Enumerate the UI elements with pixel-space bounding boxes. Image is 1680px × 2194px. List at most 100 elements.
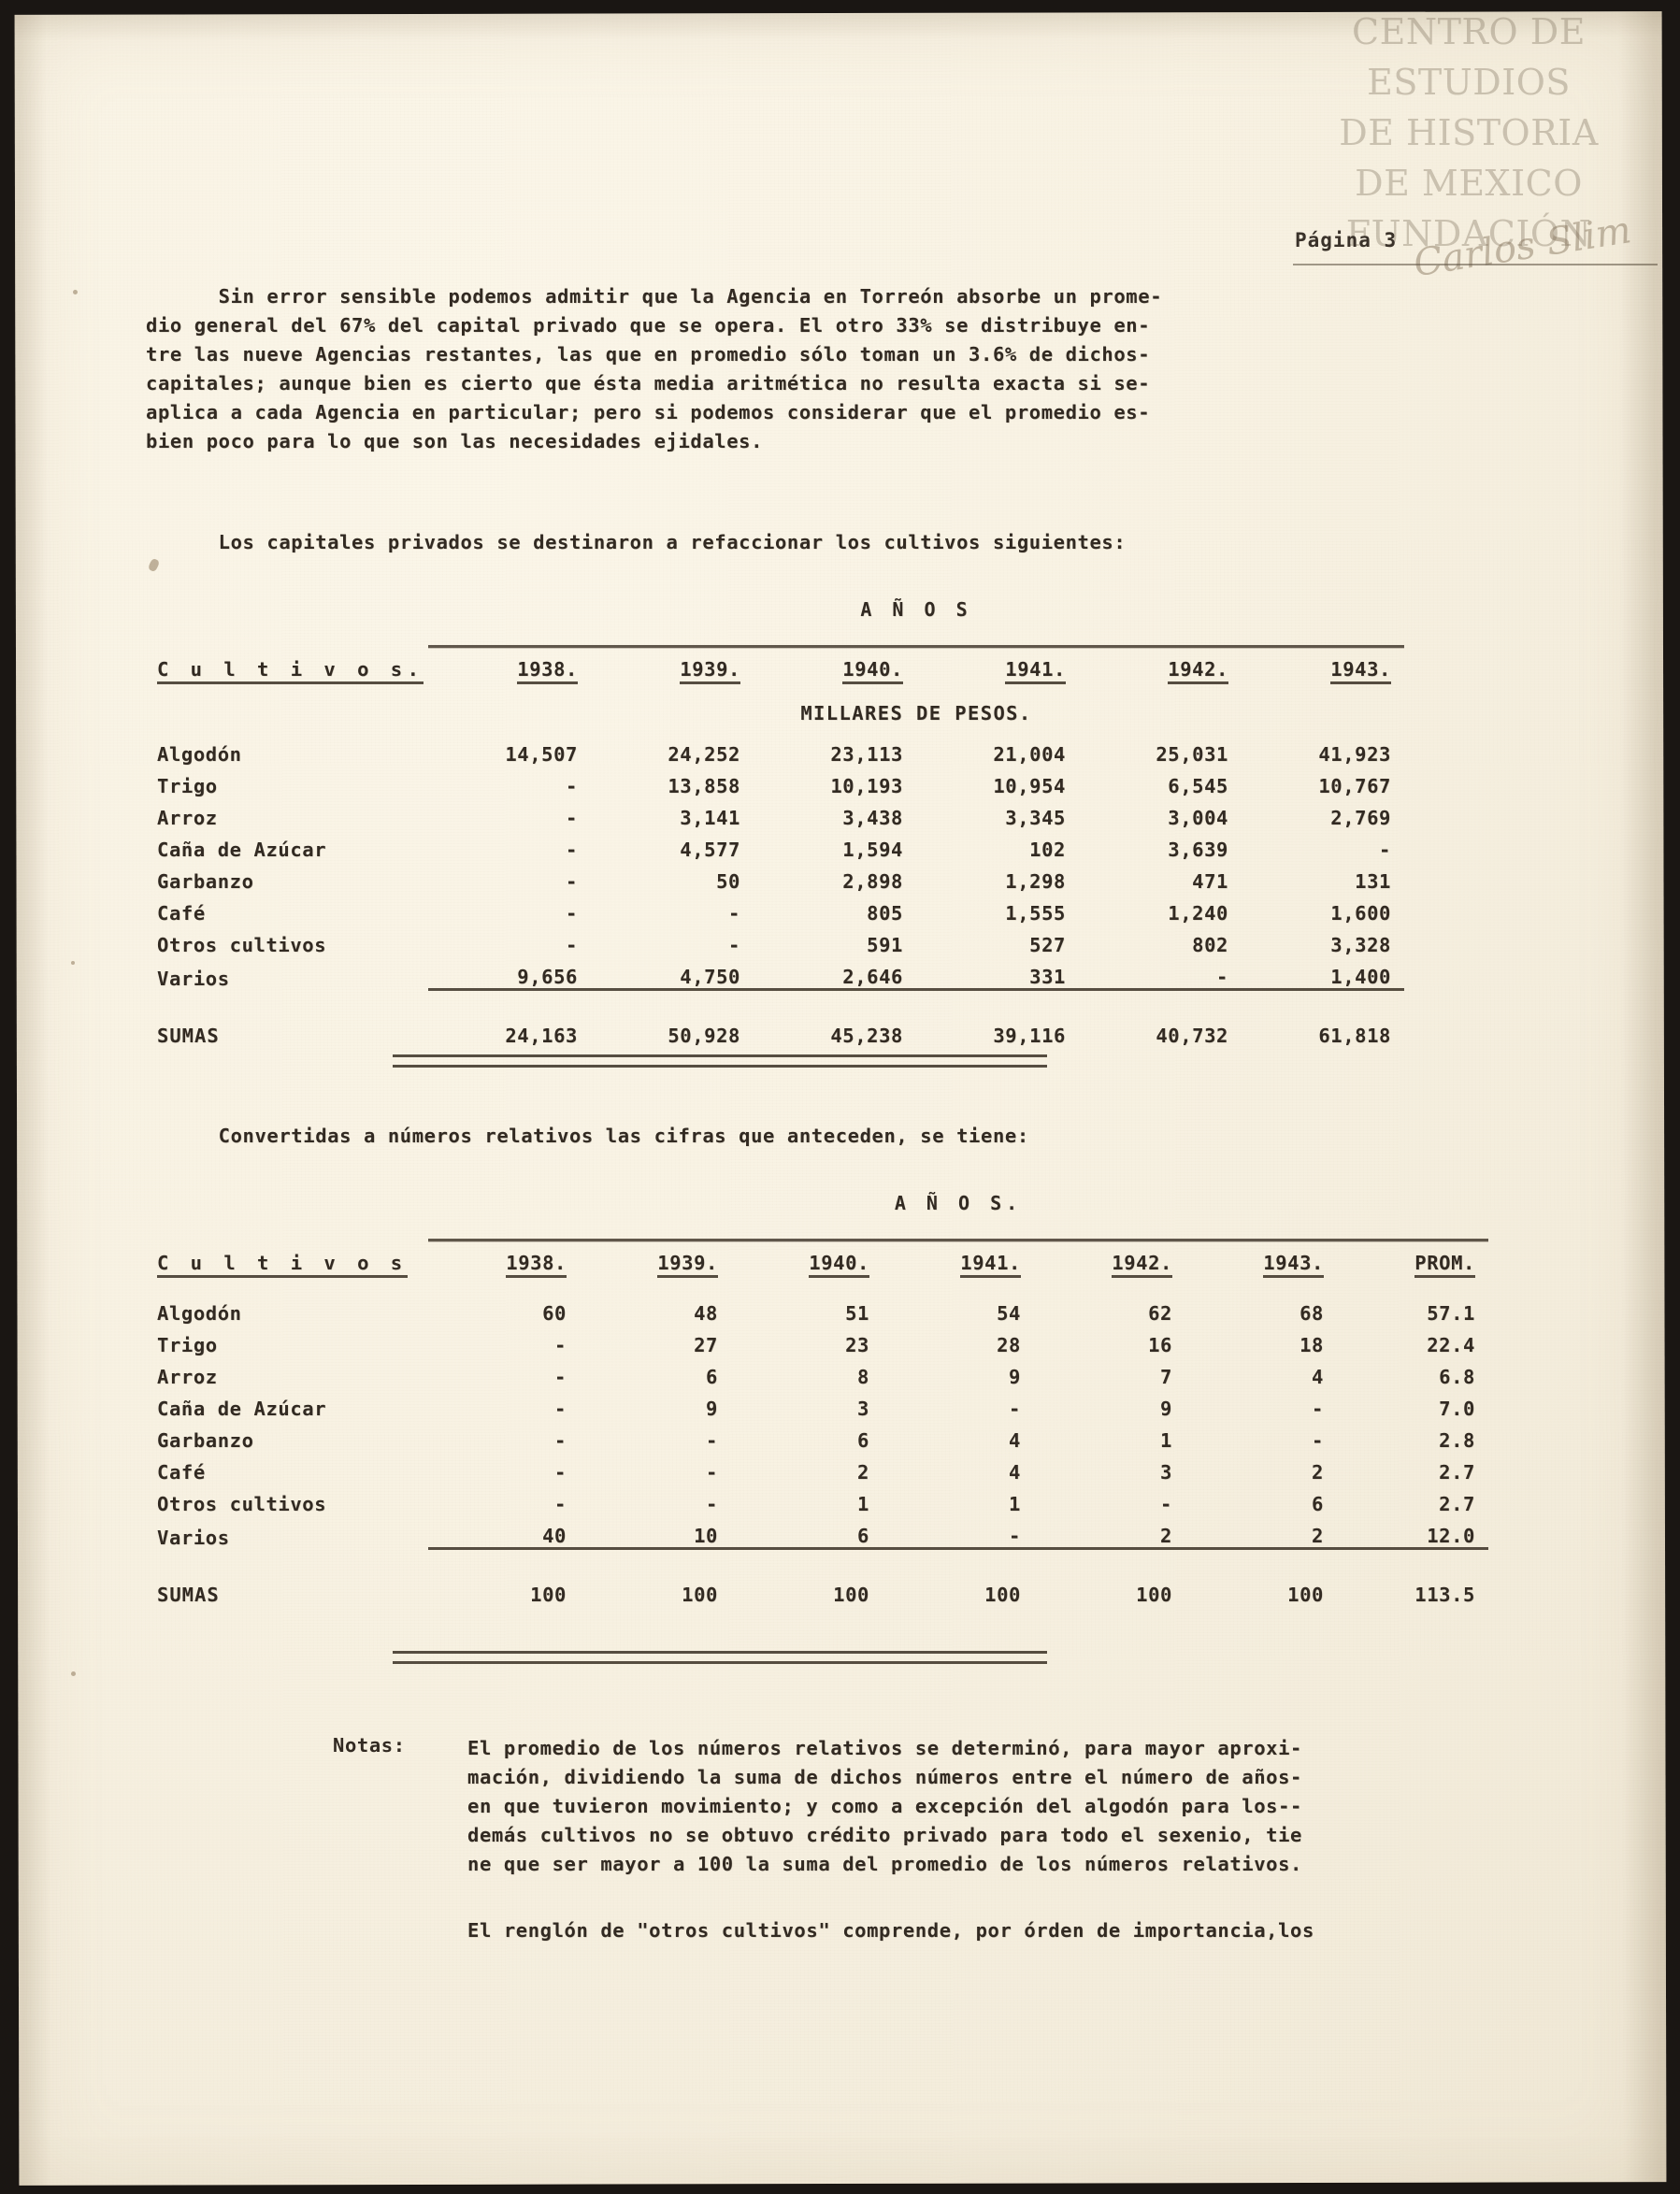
table2-col-1941: 1941. bbox=[883, 1246, 1034, 1278]
table2-cell: 6 bbox=[731, 1515, 883, 1550]
table2-cell: 1 bbox=[1009, 1493, 1021, 1515]
table1-cell: 14,507 bbox=[505, 743, 578, 766]
table-row: Caña de Azúcar - 4,577 1,594 102 3,639 - bbox=[157, 829, 1404, 861]
notas-second-note: El renglón de "otros cultivos" comprende… bbox=[467, 1919, 1314, 1942]
table1-row-label: Café bbox=[157, 902, 206, 925]
table2-cell: 4 bbox=[1009, 1461, 1021, 1484]
table-row: Garbanzo - - 6 4 1 - 2.8 bbox=[157, 1420, 1488, 1452]
table2-col-1940: 1940. bbox=[731, 1246, 883, 1278]
table2-cell: 6.8 bbox=[1439, 1366, 1475, 1388]
notas-first-note: El promedio de los números relativos se … bbox=[467, 1737, 1303, 1875]
table2-row-label: Garbanzo bbox=[157, 1429, 254, 1452]
table-row: Trigo - 27 23 28 16 18 22.4 bbox=[157, 1325, 1488, 1356]
table2-row-label: Café bbox=[157, 1461, 206, 1484]
lead-in-paragraph: Los capitales privados se destinaron a r… bbox=[146, 531, 1127, 553]
table2-spacer-row bbox=[157, 1278, 1488, 1293]
table2-cell: - bbox=[554, 1461, 567, 1484]
table1-group-rule bbox=[428, 621, 1404, 652]
table2-cell: 6 bbox=[857, 1429, 869, 1452]
table1-group-rule-row bbox=[157, 621, 1404, 652]
table2-closing-double-rule bbox=[393, 1651, 1047, 1664]
table2-col-promedio: PROM. bbox=[1337, 1246, 1488, 1278]
table1-col-1942: 1942. bbox=[1079, 652, 1242, 684]
table-row: Arroz - 3,141 3,438 3,345 3,004 2,769 bbox=[157, 797, 1404, 829]
intro-paragraph: Sin error sensible podemos admitir que l… bbox=[146, 285, 1163, 452]
table2-totals-row: SUMAS 100 100 100 100 100 100 113.5 bbox=[157, 1549, 1488, 1606]
table1-group-header-row: A Ñ O S bbox=[157, 589, 1404, 621]
table2-cell: - bbox=[706, 1461, 718, 1484]
table1-cell: - bbox=[1379, 839, 1391, 861]
table1-units-label: MILLARES DE PESOS. bbox=[800, 702, 1032, 724]
table1-cell: 3,141 bbox=[680, 807, 740, 829]
table2-col-1938: 1938. bbox=[428, 1246, 580, 1278]
page-number-rule bbox=[1293, 264, 1658, 265]
table1-cell: 802 bbox=[1192, 934, 1228, 956]
table-row: Otros cultivos - - 591 527 802 3,328 bbox=[157, 925, 1404, 956]
table1-cell: 805 bbox=[867, 902, 903, 925]
table1-col-1941: 1941. bbox=[916, 652, 1079, 684]
table-row: Arroz - 6 8 9 7 4 6.8 bbox=[157, 1356, 1488, 1388]
table1-group-header: A Ñ O S bbox=[860, 598, 972, 621]
table1-cell: 24,252 bbox=[668, 743, 740, 766]
table2-cell: 62 bbox=[1148, 1302, 1172, 1325]
table1-cell: - bbox=[566, 839, 578, 861]
table2-cell: 48 bbox=[694, 1302, 718, 1325]
table2-group-rule bbox=[428, 1214, 1488, 1246]
table-row: Café - - 805 1,555 1,240 1,600 bbox=[157, 893, 1404, 925]
table-row: Garbanzo - 50 2,898 1,298 471 131 bbox=[157, 861, 1404, 893]
table1-cell: 2,769 bbox=[1330, 807, 1391, 829]
table2-cell: 9 bbox=[1009, 1366, 1021, 1388]
table1-total-cell: 24,163 bbox=[505, 1025, 578, 1047]
table1-col-1940: 1940. bbox=[754, 652, 916, 684]
table1-row-label: Trigo bbox=[157, 775, 218, 797]
table1-cell: 1,298 bbox=[1005, 870, 1066, 893]
table2-cell: 9 bbox=[1160, 1398, 1172, 1420]
table2-total-cell: 100 bbox=[1136, 1584, 1172, 1606]
table1-cell: 3,639 bbox=[1168, 839, 1228, 861]
table2-cell: - bbox=[554, 1334, 567, 1356]
table2-cell: 2.7 bbox=[1439, 1493, 1475, 1515]
table2-cell: - bbox=[1009, 1398, 1021, 1420]
table1-total-cell: 50,928 bbox=[668, 1025, 740, 1047]
table2-row-label: Caña de Azúcar bbox=[157, 1398, 327, 1420]
table1-cell: 2,898 bbox=[842, 870, 903, 893]
table1-cell: 1,400 bbox=[1242, 956, 1404, 991]
table1-cell: 471 bbox=[1192, 870, 1228, 893]
table1-cell: 1,555 bbox=[1005, 902, 1066, 925]
table1-totals-row: SUMAS 24,163 50,928 45,238 39,116 40,732… bbox=[157, 990, 1404, 1047]
table1-cell: - bbox=[566, 934, 578, 956]
table-numeros-relativos: A Ñ O S. C u l t i v o s 1938. 1939. 194… bbox=[157, 1183, 1488, 1606]
table2-row-header: C u l t i v o s bbox=[157, 1246, 428, 1278]
table2-cell: 28 bbox=[997, 1334, 1021, 1356]
table1-cell: 1,240 bbox=[1168, 902, 1228, 925]
table1-cell: 23,113 bbox=[830, 743, 903, 766]
table1-cell: 13,858 bbox=[668, 775, 740, 797]
table1-total-cell: 45,238 bbox=[830, 1025, 903, 1047]
table-row: Varios 40 10 6 - 2 2 12.0 bbox=[157, 1515, 1488, 1550]
converted-note-paragraph: Convertidas a números relativos las cifr… bbox=[146, 1125, 1029, 1147]
table-row: Trigo - 13,858 10,193 10,954 6,545 10,76… bbox=[157, 766, 1404, 797]
table1-cell: 3,345 bbox=[1005, 807, 1066, 829]
table2-cell: 27 bbox=[694, 1334, 718, 1356]
table1-cell: 6,545 bbox=[1168, 775, 1228, 797]
table1-row-label: Varios bbox=[157, 967, 230, 990]
table1-totals-label: SUMAS bbox=[157, 1025, 220, 1047]
table2-cell: 68 bbox=[1299, 1302, 1324, 1325]
table2-cell: - bbox=[554, 1429, 567, 1452]
table2-cell: - bbox=[883, 1515, 1034, 1550]
table2-total-cell: 100 bbox=[682, 1584, 718, 1606]
table2-cell: - bbox=[1160, 1493, 1172, 1515]
table2-cell: 2 bbox=[1312, 1461, 1324, 1484]
table2-total-cell: 100 bbox=[530, 1584, 567, 1606]
table2-row-label: Varios bbox=[157, 1526, 230, 1549]
table2-cell: 2 bbox=[1034, 1515, 1185, 1550]
table2-cell: - bbox=[1312, 1429, 1324, 1452]
table2-cell: 54 bbox=[997, 1302, 1021, 1325]
table1-row-header: C u l t i v o s. bbox=[157, 652, 428, 684]
table2-cell: 3 bbox=[857, 1398, 869, 1420]
table1-closing-double-rule bbox=[393, 1054, 1047, 1068]
table2-row-label: Arroz bbox=[157, 1366, 218, 1388]
table1-cell: 21,004 bbox=[993, 743, 1066, 766]
